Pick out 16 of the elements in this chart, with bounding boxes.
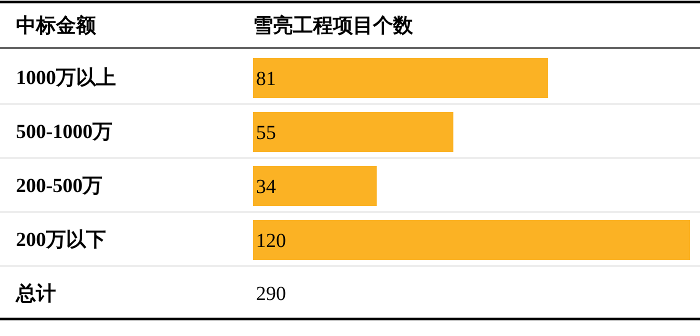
y-tick-label: 1000万以上 <box>16 67 116 89</box>
y-axis-title: 中标金额 <box>16 14 97 37</box>
y-tick-label: 500-1000万 <box>16 121 113 143</box>
bar <box>253 58 548 98</box>
bar <box>253 166 377 206</box>
bar <box>253 220 690 260</box>
data-label: 81 <box>256 68 276 90</box>
text: 总计 <box>15 282 56 305</box>
text: 290 <box>256 283 286 305</box>
x-axis-title: 雪亮工程项目个数 <box>253 14 414 37</box>
y-tick-label: 200万以下 <box>16 229 106 251</box>
data-label: 34 <box>256 176 276 198</box>
data-label: 55 <box>256 122 276 144</box>
y-tick-label: 200-500万 <box>16 175 103 197</box>
data-label: 120 <box>256 230 286 252</box>
bar <box>253 112 454 152</box>
